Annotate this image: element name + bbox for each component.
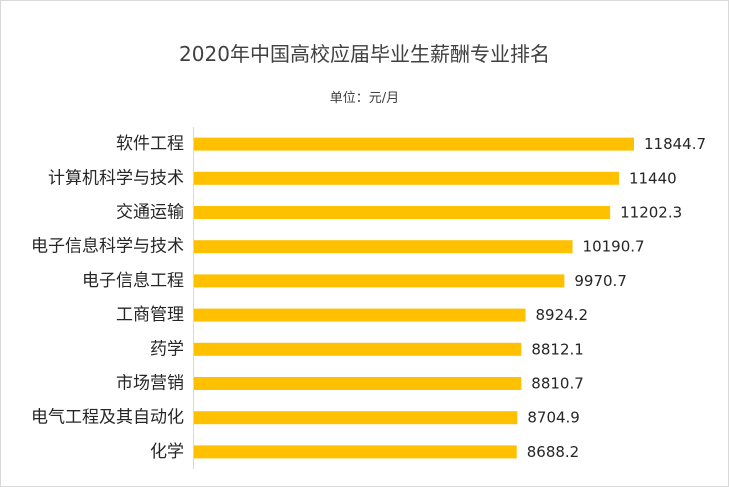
value-label-0: 11844.7 xyxy=(644,135,706,153)
bar-2 xyxy=(194,206,611,219)
category-label-7: 市场营销 xyxy=(116,374,184,394)
category-labels-group: 软件工程计算机科学与技术交通运输电子信息科学与技术电子信息工程工商管理药学市场营… xyxy=(31,134,184,462)
category-label-5: 工商管理 xyxy=(116,305,184,325)
category-label-1: 计算机科学与技术 xyxy=(48,168,184,188)
bar-0 xyxy=(194,137,634,151)
bars-group xyxy=(194,137,634,459)
chart-title: 2020年中国高校应届毕业生薪酬专业排名 xyxy=(179,42,550,66)
bar-3 xyxy=(194,240,573,254)
category-label-0: 软件工程 xyxy=(116,134,184,154)
category-label-8: 电气工程及其自动化 xyxy=(31,408,184,428)
bar-9 xyxy=(194,445,517,459)
value-label-1: 11440 xyxy=(629,169,677,187)
value-label-8: 8704.9 xyxy=(527,409,580,427)
value-label-3: 10190.7 xyxy=(583,238,645,256)
bar-5 xyxy=(194,308,526,322)
category-label-9: 化学 xyxy=(150,442,184,462)
value-label-2: 11202.3 xyxy=(620,204,682,222)
bar-6 xyxy=(194,342,522,356)
bar-7 xyxy=(194,377,522,390)
value-label-5: 8924.2 xyxy=(536,306,589,324)
chart-subtitle: 单位：元/月 xyxy=(329,91,400,106)
category-label-4: 电子信息工程 xyxy=(82,271,184,291)
category-label-2: 交通运输 xyxy=(116,203,184,223)
category-label-3: 电子信息科学与技术 xyxy=(31,237,184,257)
value-labels-group: 11844.7 11440 11202.3 10190.7 9970.7 8924.2 88… xyxy=(527,135,706,461)
bar-4 xyxy=(194,274,565,288)
category-label-6: 药学 xyxy=(150,339,184,359)
value-label-9: 8688.2 xyxy=(527,443,580,461)
value-label-6: 8812.1 xyxy=(531,340,584,358)
value-label-7: 8810.7 xyxy=(531,375,584,393)
bar-1 xyxy=(194,171,619,185)
bar-8 xyxy=(194,411,518,425)
value-label-4: 9970.7 xyxy=(574,272,627,290)
